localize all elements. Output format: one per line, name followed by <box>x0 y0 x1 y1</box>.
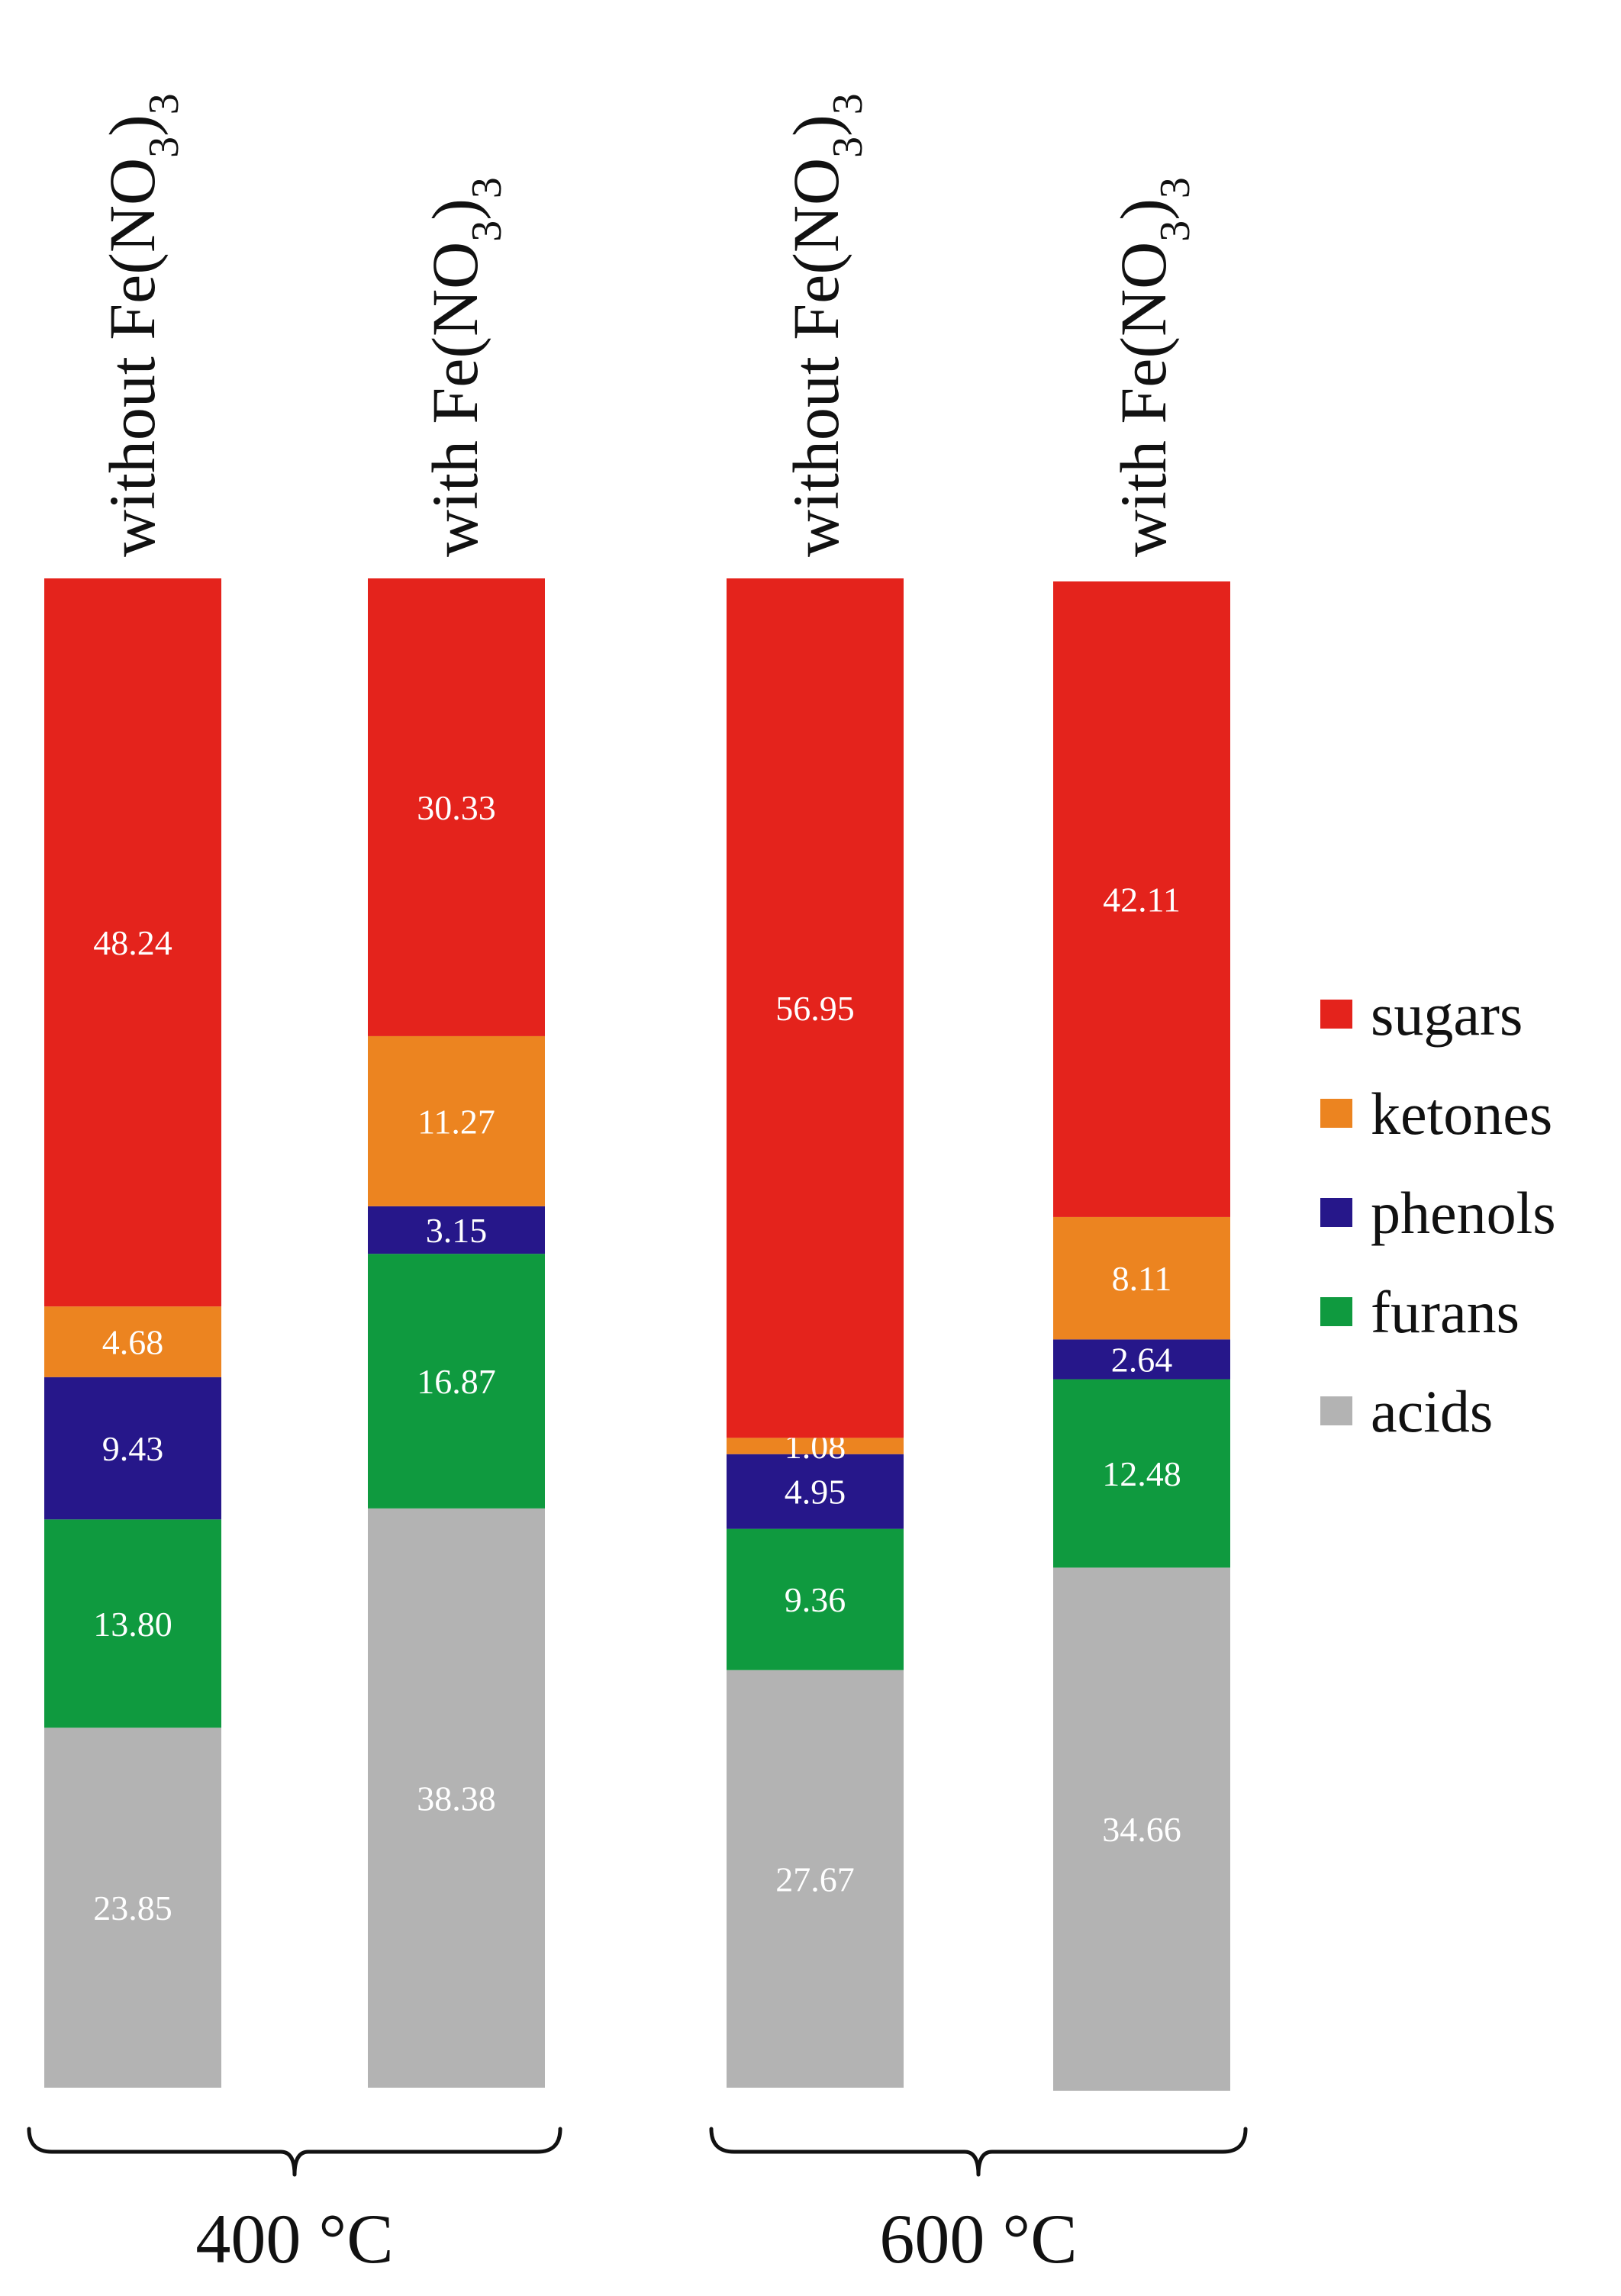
bar-segment-ketones <box>1053 1216 1230 1340</box>
legend-label: furans <box>1371 1279 1519 1345</box>
bar-segment-sugars <box>727 578 904 1438</box>
data-label: 13.80 <box>93 1605 172 1644</box>
data-label: 4.68 <box>102 1322 164 1361</box>
data-label: 8.11 <box>1112 1259 1172 1298</box>
data-label: 2.64 <box>1111 1340 1173 1379</box>
data-label: 4.95 <box>785 1473 846 1512</box>
legend-swatch <box>1320 1198 1352 1227</box>
legend-swatch <box>1320 1000 1352 1029</box>
temperature-groups: 400 °C 600 °C <box>27 2127 1248 2278</box>
data-label: 3.15 <box>426 1211 488 1250</box>
legend: sugars ketones phenols furans acids <box>1320 981 1556 1444</box>
data-label: 9.36 <box>785 1580 846 1619</box>
legend-label: ketones <box>1371 1080 1552 1147</box>
legend-item-ketones: ketones <box>1320 1080 1552 1147</box>
bar-segment-sugars <box>1053 581 1230 1217</box>
data-label: 56.95 <box>775 989 855 1028</box>
legend-label: phenols <box>1371 1180 1556 1246</box>
bar-segment-furans <box>368 1254 545 1509</box>
temperature-group: 600 °C <box>709 2127 1248 2278</box>
bar-segment-furans <box>1053 1379 1230 1568</box>
legend-item-phenols: phenols <box>1320 1180 1556 1246</box>
data-label: 11.27 <box>417 1102 495 1141</box>
legend-label: sugars <box>1371 981 1523 1048</box>
bar-segment-sugars <box>44 578 221 1307</box>
bar-segment-acids <box>44 1728 221 2088</box>
category-labels: without Fe(NO3)3 with Fe(NO3)3 without Fe(… <box>95 93 1199 557</box>
data-label: 27.67 <box>775 1860 855 1898</box>
data-label: 42.11 <box>1103 880 1181 919</box>
legend-item-acids: acids <box>1320 1378 1493 1444</box>
bar-segment-phenols <box>368 1206 545 1254</box>
data-label: 12.48 <box>1102 1454 1181 1493</box>
bar-segment-ketones <box>727 1438 904 1454</box>
bar-segment-ketones <box>44 1306 221 1377</box>
group-label: 600 °C <box>879 2200 1077 2278</box>
bar-segment-sugars <box>368 578 545 1036</box>
bar-segment-furans <box>727 1528 904 1670</box>
bar-stack: 38.38 16.87 3.15 11.27 30.33 <box>368 578 545 2088</box>
category-label: with Fe(NO3)3 <box>1107 177 1199 557</box>
data-label: 30.33 <box>417 788 496 827</box>
data-label: 34.66 <box>1102 1810 1181 1849</box>
bar-segment-phenols <box>727 1454 904 1529</box>
bar-segment-acids <box>727 1670 904 2088</box>
data-label: 48.24 <box>93 923 172 962</box>
bar-segment-acids <box>368 1508 545 2088</box>
data-label: 38.38 <box>417 1779 496 1818</box>
group-brace <box>27 2127 562 2177</box>
legend-swatch <box>1320 1099 1352 1128</box>
legend-swatch <box>1320 1396 1352 1425</box>
legend-item-furans: furans <box>1320 1279 1519 1345</box>
data-label: 9.43 <box>102 1429 164 1468</box>
data-label: 23.85 <box>93 1889 172 1927</box>
bar-segment-phenols <box>44 1377 221 1520</box>
legend-item-sugars: sugars <box>1320 981 1523 1048</box>
bar-stack: 23.85 13.80 9.43 4.68 48.24 <box>44 578 221 2088</box>
category-label: with Fe(NO3)3 <box>418 177 511 557</box>
group-label: 400 °C <box>195 2200 393 2278</box>
temperature-group: 400 °C <box>27 2127 562 2278</box>
category-label: without Fe(NO3)3 <box>779 93 872 557</box>
bar-segment-ketones <box>368 1035 545 1206</box>
bar-segment-acids <box>1053 1567 1230 2091</box>
bars: 23.85 13.80 9.43 4.68 48.24 38.38 16.87 3.15 11.… <box>44 578 1230 2091</box>
legend-swatch <box>1320 1297 1352 1326</box>
bar-segment-phenols <box>1053 1339 1230 1380</box>
legend-label: acids <box>1371 1378 1493 1444</box>
category-label: without Fe(NO3)3 <box>95 93 188 557</box>
data-label: 16.87 <box>417 1362 496 1401</box>
bar-segment-furans <box>44 1519 221 1728</box>
group-brace <box>709 2127 1248 2177</box>
bar-stack: 34.66 12.48 2.64 8.11 42.11 <box>1053 581 1230 2091</box>
